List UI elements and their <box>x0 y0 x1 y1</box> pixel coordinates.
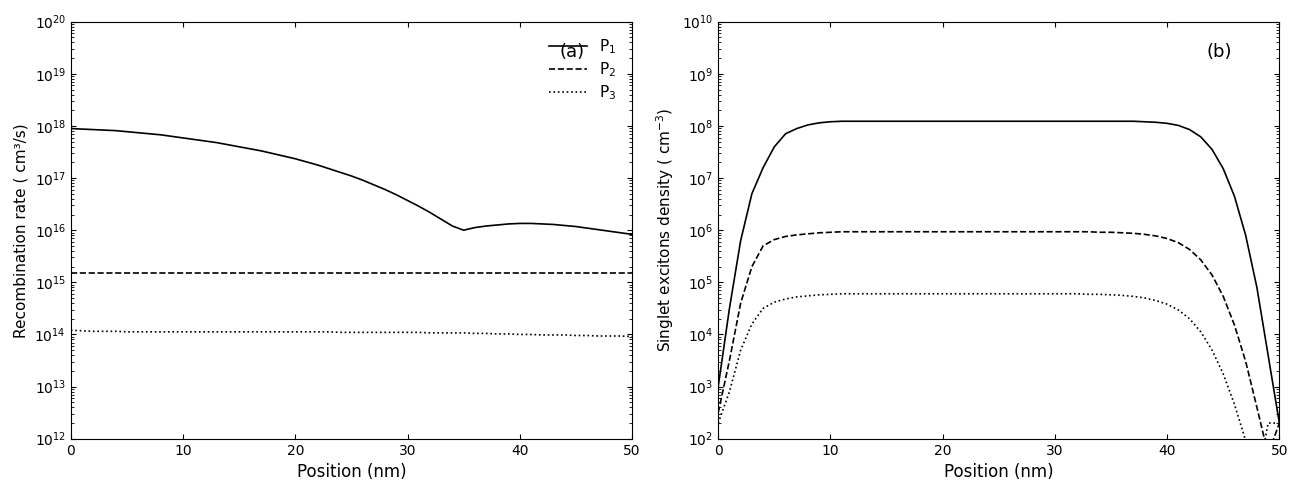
P$_3$ <box>232 329 247 335</box>
P$_3$ <box>186 329 202 335</box>
Line: P$_1$: P$_1$ <box>70 129 631 234</box>
P$_2$ <box>186 270 202 276</box>
X-axis label: Position (nm): Position (nm) <box>297 463 406 481</box>
P$_2$ <box>613 270 629 276</box>
P$_3$ <box>62 327 78 333</box>
P$_2$ <box>242 270 258 276</box>
X-axis label: Position (nm): Position (nm) <box>944 463 1053 481</box>
P$_2$ <box>434 270 449 276</box>
Y-axis label: Recombination rate ( cm³/s): Recombination rate ( cm³/s) <box>14 123 29 338</box>
P$_3$ <box>242 329 258 335</box>
Y-axis label: Singlet excitons density ( cm$^{-3}$): Singlet excitons density ( cm$^{-3}$) <box>655 108 676 352</box>
Line: P$_3$: P$_3$ <box>70 330 631 337</box>
P$_2$ <box>624 270 639 276</box>
Legend: P$_1$, P$_2$, P$_3$: P$_1$, P$_2$, P$_3$ <box>542 29 625 110</box>
P$_1$ <box>232 144 247 150</box>
P$_1$ <box>613 230 629 236</box>
P$_2$ <box>62 270 78 276</box>
P$_2$ <box>467 270 483 276</box>
P$_3$ <box>467 331 483 337</box>
P$_1$ <box>242 146 258 152</box>
P$_3$ <box>613 333 629 339</box>
P$_1$ <box>624 231 639 237</box>
P$_1$ <box>62 126 78 132</box>
P$_1$ <box>186 137 202 143</box>
Text: (b): (b) <box>1207 43 1232 60</box>
P$_1$ <box>467 225 483 231</box>
P$_3$ <box>434 330 449 336</box>
P$_1$ <box>434 216 449 222</box>
P$_2$ <box>232 270 247 276</box>
Text: (a): (a) <box>559 43 585 60</box>
P$_3$ <box>624 334 639 340</box>
